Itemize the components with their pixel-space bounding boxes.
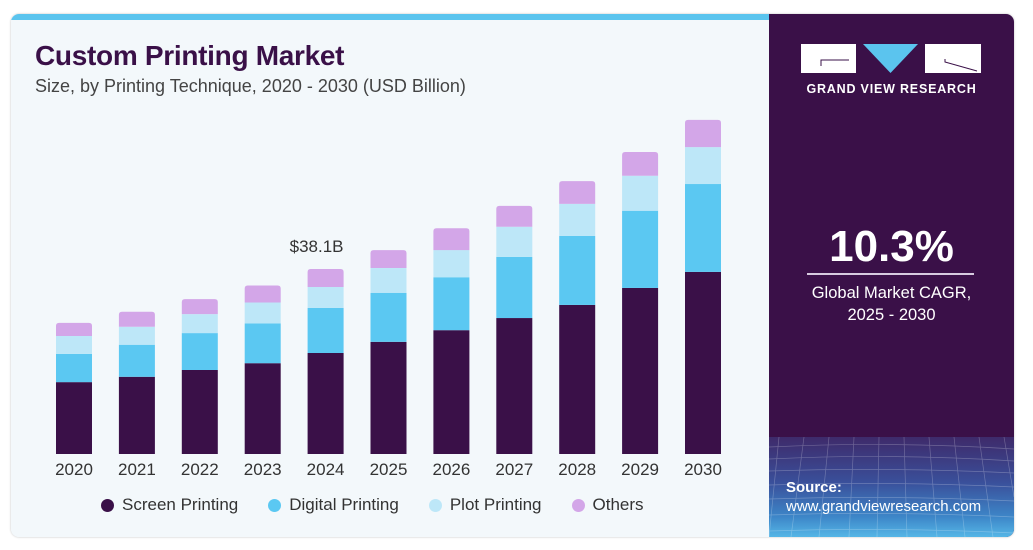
bar-segment-digital-printing-2030 bbox=[685, 184, 721, 272]
legend-dot-icon bbox=[268, 498, 282, 512]
source-label: Source: bbox=[786, 479, 842, 496]
bar-segment-digital-printing-2025 bbox=[370, 292, 407, 342]
bar-segment-screen-printing-2029 bbox=[622, 287, 659, 454]
legend-item-plot-printing: Plot Printing bbox=[428, 495, 542, 515]
bar-stack-2028 bbox=[559, 181, 596, 454]
bar-stack-2027 bbox=[496, 205, 533, 454]
bar-segment-plot-printing-2025 bbox=[370, 268, 407, 293]
x-tick-label: 2027 bbox=[495, 460, 533, 479]
cagr-label-line1: Global Market CAGR, bbox=[811, 284, 972, 302]
x-tick-label: 2024 bbox=[307, 460, 345, 479]
x-tick-label: 2029 bbox=[621, 460, 659, 479]
infographic-card: Custom Printing Market Size, by Printing… bbox=[11, 14, 1014, 537]
bar-segment-screen-printing-2027 bbox=[496, 318, 533, 454]
x-tick-label: 2021 bbox=[118, 460, 156, 479]
bar-segment-others-2020 bbox=[56, 322, 92, 337]
bar-segment-others-2021 bbox=[118, 311, 155, 327]
legend-dot-icon bbox=[428, 498, 442, 512]
bar-segment-plot-printing-2028 bbox=[559, 203, 596, 236]
bar-stack-2021 bbox=[118, 311, 155, 454]
bar-segment-screen-printing-2030 bbox=[685, 271, 721, 454]
cagr-value: 10.3% bbox=[829, 222, 954, 271]
legend-label: Screen Printing bbox=[122, 495, 239, 514]
bar-segment-digital-printing-2028 bbox=[559, 235, 596, 305]
bar-segment-others-2023 bbox=[244, 285, 281, 303]
bar-segment-screen-printing-2023 bbox=[244, 363, 281, 454]
legend-dot-icon bbox=[571, 498, 585, 512]
bar-segment-digital-printing-2024 bbox=[307, 307, 344, 354]
bar-segment-digital-printing-2020 bbox=[56, 353, 92, 383]
legend-label: Digital Printing bbox=[289, 495, 399, 514]
bar-stack-2023 bbox=[244, 285, 281, 454]
bar-stack-2029 bbox=[622, 151, 659, 454]
bar-segment-screen-printing-2021 bbox=[118, 376, 155, 454]
info-panel: GRAND VIEW RESEARCH 10.3% Global Market … bbox=[769, 14, 1014, 537]
bar-stack-2024 bbox=[307, 269, 344, 454]
legend-item-screen-printing: Screen Printing bbox=[101, 495, 238, 515]
x-tick-label: 2020 bbox=[55, 460, 93, 479]
bar-segment-plot-printing-2027 bbox=[496, 226, 533, 257]
bar-segment-digital-printing-2021 bbox=[118, 344, 155, 377]
legend-label: Others bbox=[592, 495, 644, 514]
bar-stack-2026 bbox=[433, 228, 470, 454]
bar-segment-digital-printing-2022 bbox=[181, 333, 218, 370]
chart-title: Custom Printing Market bbox=[35, 40, 345, 71]
bar-segment-others-2027 bbox=[496, 205, 533, 227]
chart-subtitle: Size, by Printing Technique, 2020 - 2030… bbox=[35, 76, 466, 96]
legend-label: Plot Printing bbox=[449, 495, 542, 514]
bar-segment-others-2024 bbox=[307, 269, 344, 287]
bar-segment-others-2026 bbox=[433, 228, 470, 251]
legend-item-digital-printing: Digital Printing bbox=[268, 495, 399, 515]
bar-segment-others-2030 bbox=[685, 119, 721, 148]
bar-segment-screen-printing-2020 bbox=[56, 382, 92, 454]
x-tick-label: 2023 bbox=[244, 460, 282, 479]
bar-stack-2020 bbox=[56, 322, 92, 454]
x-tick-label: 2028 bbox=[558, 460, 596, 479]
x-tick-label: 2022 bbox=[181, 460, 219, 479]
cagr-label-line2: 2025 - 2030 bbox=[847, 306, 936, 324]
bar-segment-plot-printing-2021 bbox=[118, 326, 155, 345]
cagr-divider bbox=[807, 273, 974, 275]
bar-segment-others-2025 bbox=[370, 250, 407, 269]
x-tick-label: 2025 bbox=[370, 460, 408, 479]
stacked-bar-chart: 2020 2021 2022 2023 2024 $38.1B 2025 2026 2027 20… bbox=[55, 119, 722, 479]
cagr-label: Global Market CAGR, 2025 - 2030 bbox=[769, 282, 1014, 326]
bar-segment-plot-printing-2024 bbox=[307, 286, 344, 308]
bar-stack-2030 bbox=[685, 119, 721, 454]
data-label-annotation: $38.1B bbox=[290, 237, 344, 256]
bar-segment-others-2028 bbox=[559, 181, 596, 204]
bar-segment-plot-printing-2022 bbox=[181, 314, 218, 334]
legend-dot-icon bbox=[101, 498, 114, 512]
chart-panel: Custom Printing Market Size, by Printing… bbox=[11, 14, 769, 537]
bar-segment-digital-printing-2026 bbox=[433, 277, 470, 331]
bar-segment-plot-printing-2020 bbox=[56, 336, 92, 354]
accent-bar bbox=[11, 14, 769, 20]
x-tick-label: 2030 bbox=[684, 460, 722, 479]
x-tick-label: 2026 bbox=[432, 460, 470, 479]
bar-stack-2022 bbox=[181, 299, 218, 454]
bar-segment-plot-printing-2030 bbox=[685, 147, 721, 185]
bar-segment-digital-printing-2027 bbox=[496, 256, 533, 319]
bar-segment-digital-printing-2029 bbox=[622, 210, 659, 288]
bar-segment-others-2022 bbox=[181, 299, 218, 315]
bar-stack-2025 bbox=[370, 250, 407, 454]
bar-segment-screen-printing-2026 bbox=[433, 330, 470, 454]
bar-segment-plot-printing-2026 bbox=[433, 250, 470, 278]
bar-segment-plot-printing-2029 bbox=[622, 175, 659, 211]
source-link[interactable]: www.grandviewresearch.com bbox=[786, 498, 982, 515]
bar-segment-others-2029 bbox=[622, 151, 659, 176]
brand-name: GRAND VIEW RESEARCH bbox=[806, 82, 977, 96]
bar-segment-screen-printing-2028 bbox=[559, 304, 596, 454]
bar-segment-plot-printing-2023 bbox=[244, 302, 281, 324]
grid-background bbox=[769, 437, 1014, 537]
chart-legend: Screen Printing Digital Printing Plot Prin… bbox=[101, 495, 644, 515]
bar-segment-screen-printing-2022 bbox=[181, 369, 218, 454]
legend-item-others: Others bbox=[571, 495, 644, 515]
brand-logo-icon bbox=[801, 44, 981, 73]
bar-segment-digital-printing-2023 bbox=[244, 323, 281, 364]
bar-segment-screen-printing-2025 bbox=[370, 341, 407, 454]
bar-segment-screen-printing-2024 bbox=[307, 353, 344, 454]
